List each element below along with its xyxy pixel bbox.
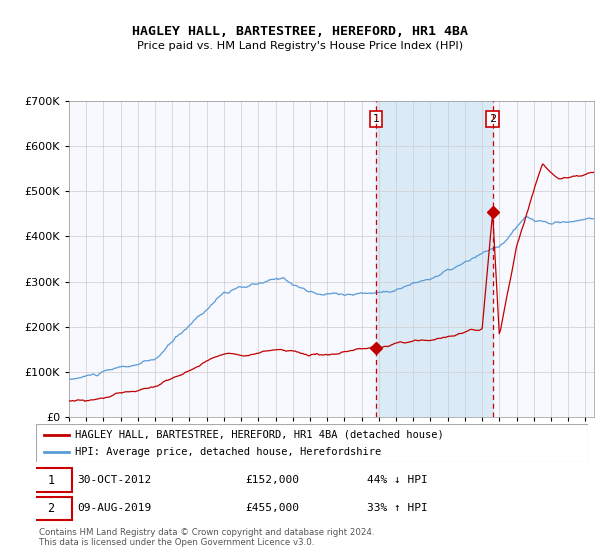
Text: Price paid vs. HM Land Registry's House Price Index (HPI): Price paid vs. HM Land Registry's House … bbox=[137, 41, 463, 51]
Text: 1: 1 bbox=[373, 114, 379, 124]
FancyBboxPatch shape bbox=[31, 468, 72, 492]
Text: 1: 1 bbox=[47, 474, 55, 487]
Text: HAGLEY HALL, BARTESTREE, HEREFORD, HR1 4BA: HAGLEY HALL, BARTESTREE, HEREFORD, HR1 4… bbox=[132, 25, 468, 38]
Text: HPI: Average price, detached house, Herefordshire: HPI: Average price, detached house, Here… bbox=[74, 447, 381, 458]
Text: 2: 2 bbox=[489, 114, 496, 124]
Text: 09-AUG-2019: 09-AUG-2019 bbox=[77, 503, 152, 514]
Text: 44% ↓ HPI: 44% ↓ HPI bbox=[367, 475, 428, 485]
Text: £152,000: £152,000 bbox=[246, 475, 300, 485]
FancyBboxPatch shape bbox=[36, 424, 588, 462]
Text: 2: 2 bbox=[47, 502, 55, 515]
Text: HAGLEY HALL, BARTESTREE, HEREFORD, HR1 4BA (detached house): HAGLEY HALL, BARTESTREE, HEREFORD, HR1 4… bbox=[74, 430, 443, 440]
Text: £455,000: £455,000 bbox=[246, 503, 300, 514]
Text: 30-OCT-2012: 30-OCT-2012 bbox=[77, 475, 152, 485]
Text: Contains HM Land Registry data © Crown copyright and database right 2024.
This d: Contains HM Land Registry data © Crown c… bbox=[39, 528, 374, 547]
Bar bbox=[376, 101, 493, 417]
FancyBboxPatch shape bbox=[31, 497, 72, 520]
Text: 33% ↑ HPI: 33% ↑ HPI bbox=[367, 503, 428, 514]
